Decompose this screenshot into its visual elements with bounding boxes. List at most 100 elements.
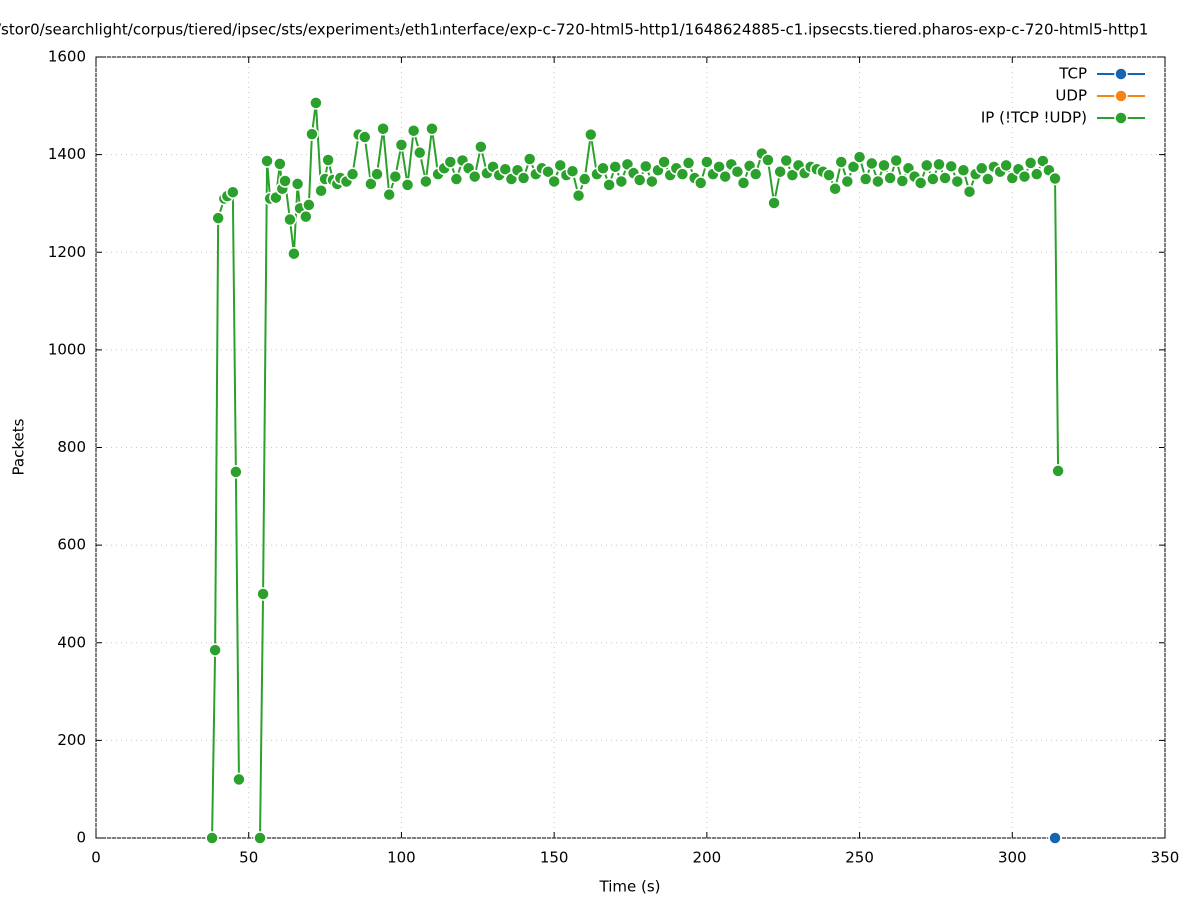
data-point — [773, 164, 787, 179]
y-tick-label: 800 — [57, 438, 86, 456]
data-point — [865, 156, 879, 171]
y-tick-label: 400 — [57, 633, 86, 651]
data-point — [388, 169, 403, 184]
data-point — [565, 164, 580, 178]
legend-marker — [1114, 67, 1128, 81]
data-point — [852, 150, 867, 164]
legend-marker — [1114, 89, 1128, 103]
x-tick-label: 0 — [91, 849, 101, 867]
y-tick-label: 0 — [76, 829, 86, 847]
data-point — [608, 160, 622, 174]
y-tick-label: 1200 — [48, 243, 86, 261]
data-point — [974, 161, 989, 176]
x-tick-label: 350 — [1151, 849, 1180, 867]
data-point — [1017, 169, 1032, 184]
data-point — [602, 178, 616, 192]
data-point — [283, 212, 297, 227]
data-point — [999, 158, 1013, 173]
data-point — [1051, 464, 1065, 478]
data-point — [779, 153, 794, 168]
x-tick-label: 100 — [387, 849, 416, 867]
data-point — [260, 154, 274, 168]
data-point — [400, 178, 415, 192]
data-point — [205, 831, 219, 845]
data-point — [522, 152, 537, 166]
data-point — [938, 171, 952, 185]
data-point — [394, 138, 409, 152]
y-tick-label: 1000 — [48, 340, 86, 358]
y-tick-label: 1400 — [48, 145, 86, 163]
data-point — [700, 155, 714, 169]
data-point — [748, 167, 763, 181]
data-point — [382, 187, 396, 202]
data-point — [871, 174, 885, 189]
data-point — [956, 163, 971, 177]
data-point — [932, 157, 946, 172]
data-point — [895, 174, 910, 188]
data-point — [584, 127, 598, 142]
data-point — [290, 177, 305, 191]
data-point — [596, 161, 610, 176]
data-point — [981, 172, 995, 186]
data-point — [944, 159, 958, 174]
data-point — [681, 156, 696, 170]
data-point — [208, 643, 222, 657]
data-point — [962, 184, 977, 199]
data-point — [675, 167, 690, 181]
data-point — [345, 167, 360, 181]
data-point — [413, 145, 427, 160]
data-point — [877, 158, 891, 173]
data-point — [822, 168, 836, 182]
y-tick-label: 600 — [57, 536, 86, 554]
data-point — [846, 160, 861, 174]
data-point — [883, 171, 897, 185]
data-point — [718, 169, 732, 184]
data-point — [211, 211, 225, 225]
data-point — [226, 185, 240, 199]
y-tick-label: 200 — [57, 731, 86, 749]
data-point — [443, 155, 458, 169]
data-point — [1048, 171, 1062, 186]
data-point — [767, 196, 781, 210]
data-point — [926, 172, 940, 186]
data-point — [253, 831, 267, 845]
x-axis-label: Time (s) — [599, 878, 661, 896]
data-point — [920, 158, 934, 173]
data-point — [321, 153, 335, 167]
data-point — [577, 172, 592, 186]
data-point — [632, 173, 647, 187]
data-point — [541, 164, 555, 179]
data-point — [761, 153, 775, 167]
data-point — [889, 153, 903, 168]
data-point — [287, 246, 301, 261]
data-point — [834, 155, 848, 169]
data-point — [693, 176, 708, 190]
data-point — [1048, 831, 1062, 845]
data-point — [302, 198, 316, 212]
series-line — [211, 102, 1060, 839]
data-point — [657, 155, 671, 169]
data-point — [364, 177, 378, 191]
data-point — [406, 123, 421, 138]
data-point — [232, 772, 246, 787]
data-point — [736, 176, 751, 190]
data-point — [730, 164, 745, 179]
y-tick-label: 1600 — [48, 48, 86, 66]
data-point — [256, 587, 270, 601]
data-point — [516, 171, 531, 185]
legend-label: TCP — [1058, 65, 1087, 83]
data-point — [376, 122, 390, 136]
data-point — [828, 182, 842, 196]
data-point — [273, 157, 287, 171]
data-point — [370, 167, 384, 181]
data-point — [449, 172, 464, 186]
data-point — [553, 158, 568, 173]
data-point — [614, 174, 629, 189]
chart-title: /stor0/searchlight/corpus/tiered/ipsec/s… — [0, 21, 1148, 39]
legend-marker — [1114, 111, 1128, 125]
x-tick-label: 150 — [540, 849, 569, 867]
y-axis-label: Packets — [10, 418, 28, 475]
data-point — [913, 176, 928, 190]
data-point — [419, 174, 433, 189]
